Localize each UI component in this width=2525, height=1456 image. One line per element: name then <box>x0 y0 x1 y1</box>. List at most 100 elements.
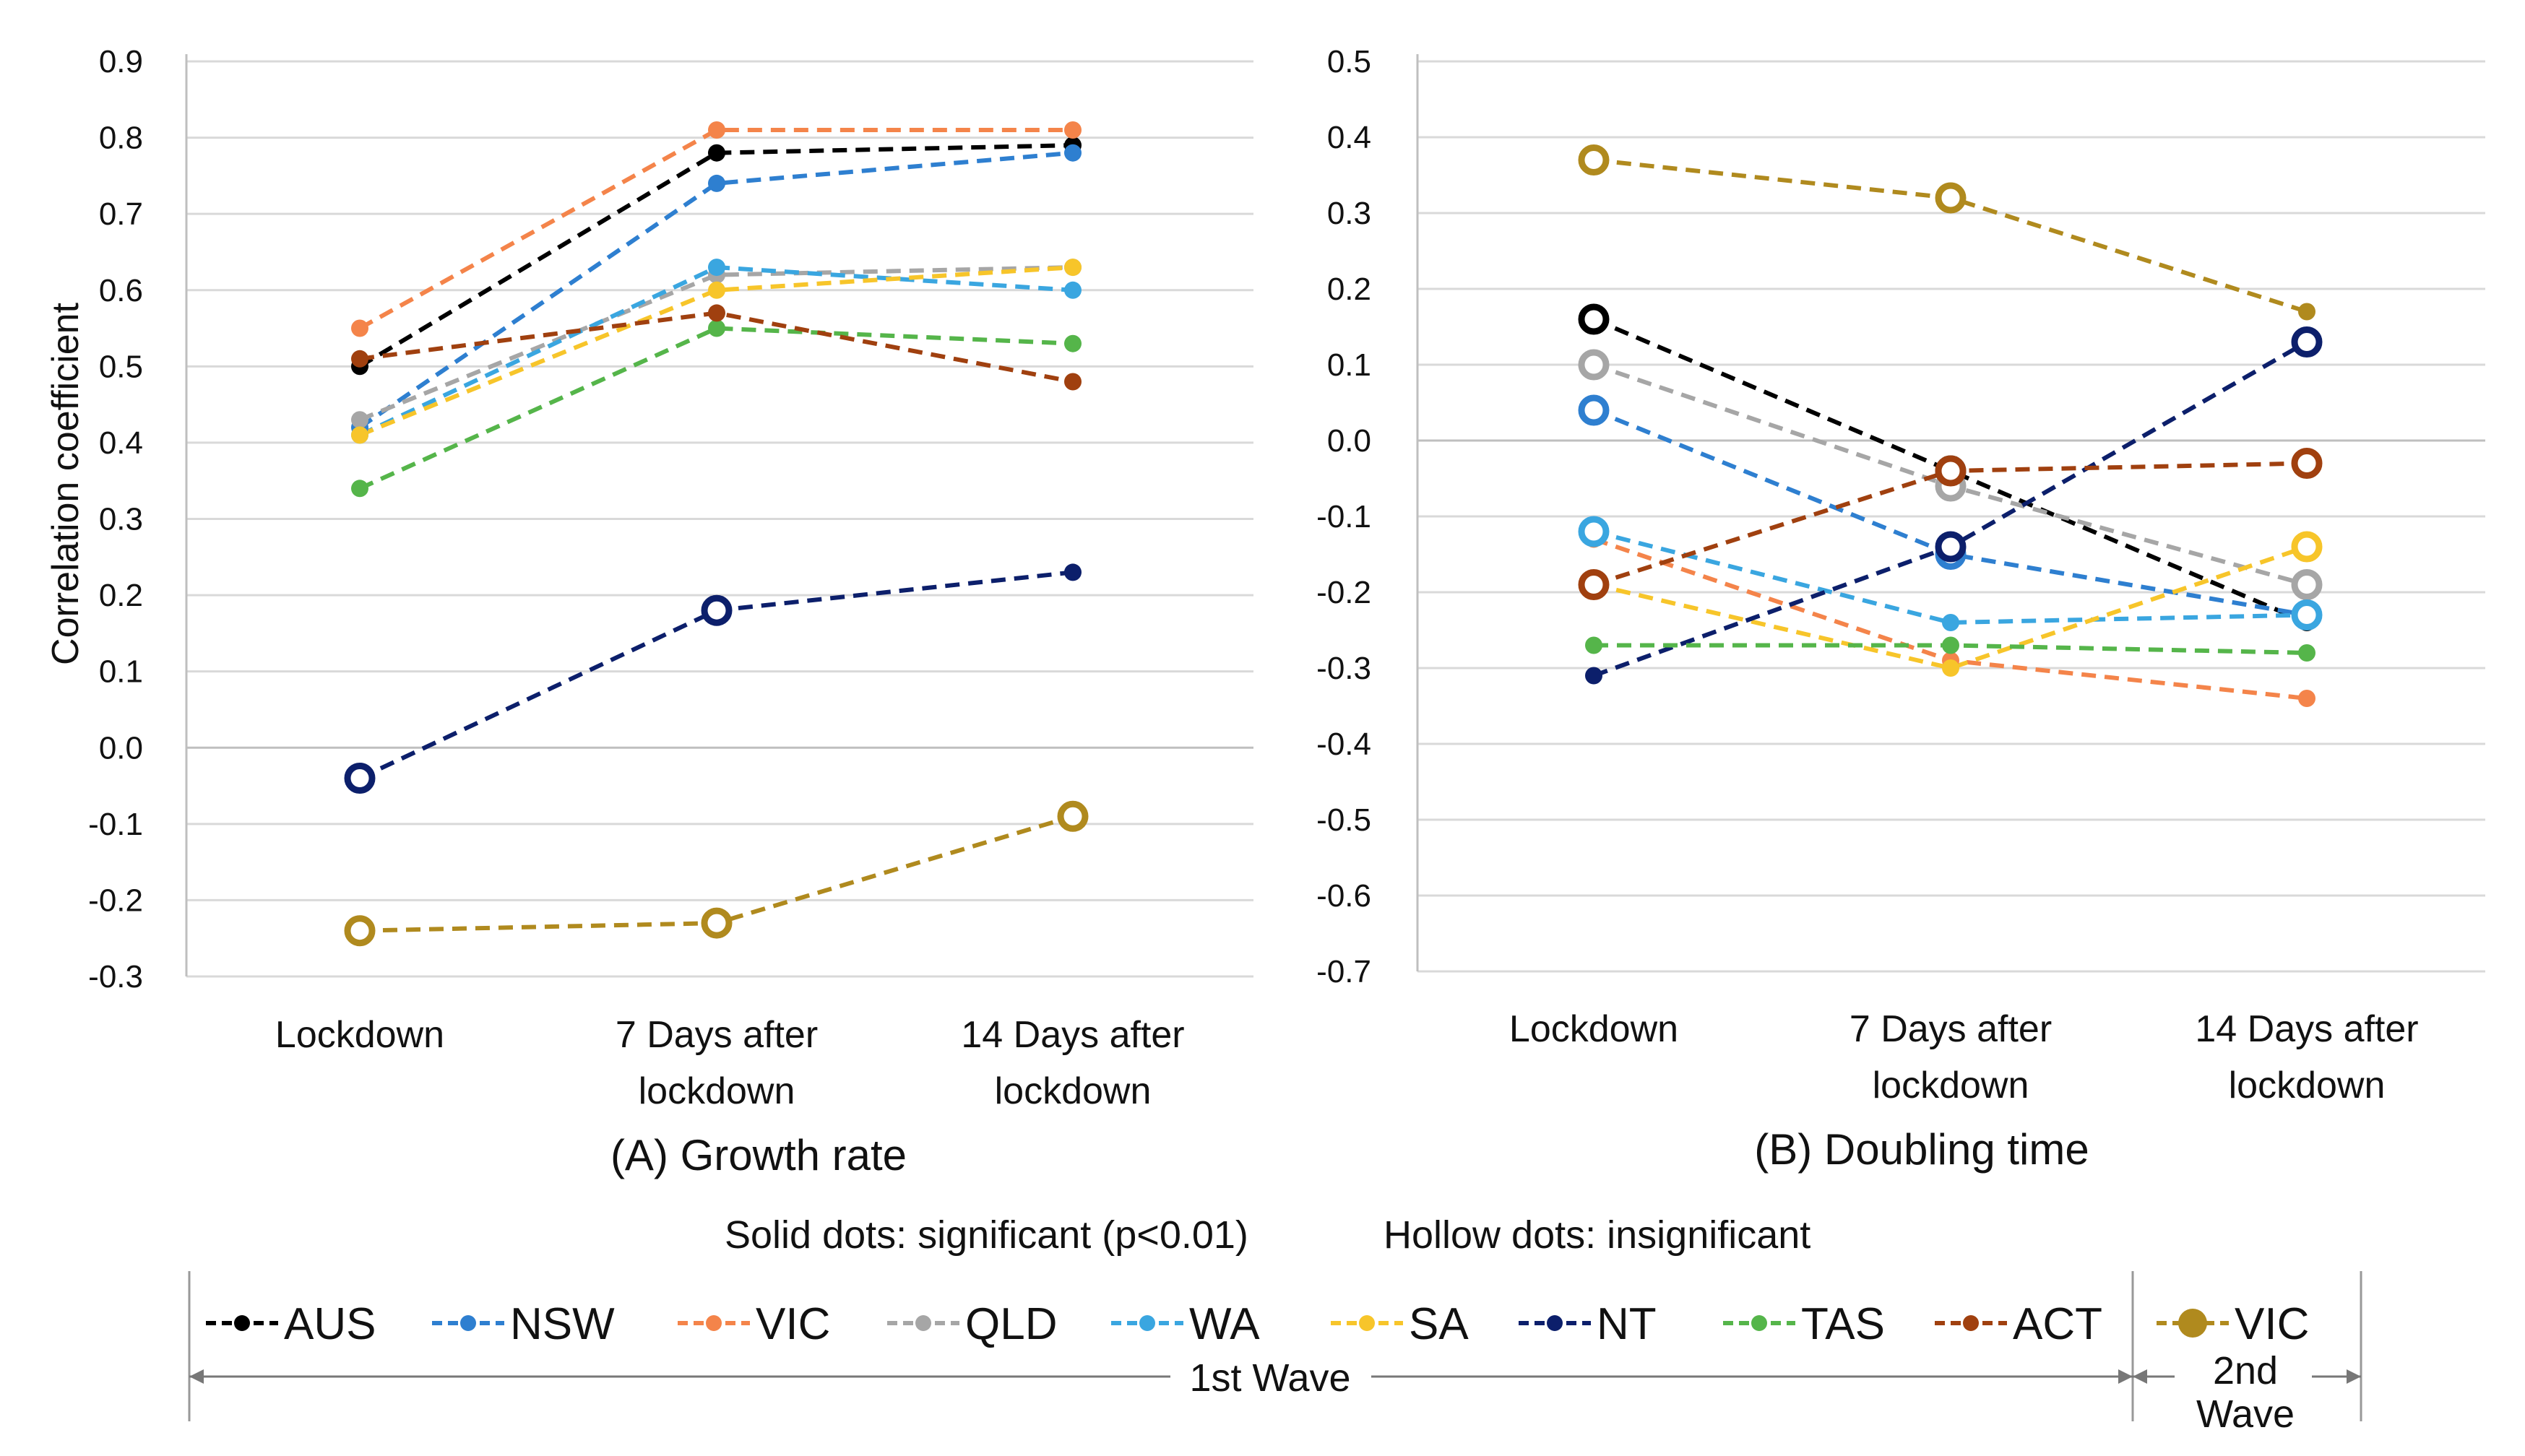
doubling-time-point-vic <box>2298 690 2315 707</box>
growth-rate-y-tick-label: 0.1 <box>99 654 143 690</box>
legend-label: NSW <box>510 1299 615 1349</box>
wave1-arrow-right <box>2118 1369 2133 1384</box>
growth-rate-axes <box>185 54 1253 976</box>
growth-rate-point-nt <box>701 594 733 626</box>
doubling-time-categories: Lockdown 7 Days after lockdown 14 Days afte… <box>1509 1008 2419 1106</box>
legend-label: WA <box>1189 1299 1260 1349</box>
doubling-time-x-category-label: lockdown <box>2229 1065 2386 1106</box>
doubling-time-y-tick-label: -0.1 <box>1316 499 1371 534</box>
growth-rate-point-act <box>708 304 725 322</box>
legend-label: ACT <box>2013 1299 2102 1349</box>
growth-rate-point-aus <box>708 144 725 162</box>
doubling-time-point-tas <box>2298 644 2315 662</box>
legend-marker-swatch <box>234 1315 250 1331</box>
growth-rate-y-tick-label: 0.0 <box>99 730 143 766</box>
doubling-time-y-tick-label: -0.6 <box>1316 878 1371 914</box>
doubling-time-y-tick-label: 0.1 <box>1327 347 1371 383</box>
doubling-time-y-tick-label: 0.4 <box>1327 120 1371 155</box>
doubling-time-series-line-nsw <box>1592 408 2308 618</box>
doubling-time-series-line-aus <box>1592 317 2308 625</box>
growth-rate-y-tick-label: 0.8 <box>99 121 143 156</box>
doubling-time-point-act <box>1935 455 1967 487</box>
wave1-arrow-left <box>189 1369 204 1384</box>
wave1-label: 1st Wave <box>1189 1356 1350 1400</box>
doubling-time-x-category-label: lockdown <box>1873 1065 2029 1106</box>
doubling-time-point-nt <box>1585 667 1602 685</box>
doubling-time-point-act <box>1578 569 1610 600</box>
significant-note: Solid dots: significant (p<0.01) <box>725 1213 1248 1257</box>
growth-rate-y-axis-label: Correlation coefficient <box>45 302 87 665</box>
growth-rate-point-qld <box>351 411 368 429</box>
legend-item-nt: NT <box>1519 1299 1657 1349</box>
growth-rate-point-tas <box>1064 334 1082 352</box>
legend-item-vic: VIC <box>2157 1299 2309 1349</box>
doubling-time-y-tick-label: -0.2 <box>1316 575 1371 610</box>
doubling-time-y-tick-label: -0.4 <box>1316 727 1371 762</box>
doubling-time-point-qld <box>1578 349 1610 381</box>
wave2-arrow-left <box>2133 1369 2147 1384</box>
doubling-time-points <box>1578 144 2323 707</box>
growth-rate-point-vic <box>701 907 733 939</box>
growth-rate-point-sa <box>708 281 725 299</box>
growth-rate-chart: 0.9 0.8 0.7 0.6 0.5 0.4 0.3 0.2 0.1 0.0 -0.1 -0.2 -0… <box>45 44 1253 1179</box>
legend-item-tas: TAS <box>1723 1299 1885 1349</box>
legend-marker-swatch <box>1139 1315 1155 1331</box>
growth-rate-point-tas <box>351 480 368 498</box>
growth-rate-point-vic <box>344 915 376 947</box>
doubling-time-y-tick-label: -0.5 <box>1316 802 1371 838</box>
growth-rate-x-category-label: lockdown <box>639 1070 795 1112</box>
legend-item-wa: WA <box>1111 1299 1260 1349</box>
legend-label: QLD <box>965 1299 1057 1349</box>
doubling-time-point-aus <box>1578 303 1610 335</box>
doubling-time-point-vic <box>1935 182 1967 214</box>
doubling-time-point-nt <box>1935 531 1967 563</box>
legend-marker-swatch <box>1547 1315 1563 1331</box>
doubling-time-y-tick-label: -0.7 <box>1316 954 1371 989</box>
growth-rate-point-sa <box>1064 259 1082 277</box>
growth-rate-series-line-sa <box>358 265 1074 438</box>
growth-rate-y-tick-label: 0.6 <box>99 273 143 308</box>
growth-rate-y-tick-label: 0.2 <box>99 578 143 613</box>
legend-marker-swatch <box>1359 1315 1375 1331</box>
doubling-time-axes <box>1416 54 2485 971</box>
legend-item-aus: AUS <box>206 1299 376 1349</box>
growth-rate-point-vic <box>1057 800 1089 832</box>
legend-marker-swatch <box>1751 1315 1767 1331</box>
doubling-time-point-sa <box>1942 659 1959 677</box>
doubling-time-x-category-label: Lockdown <box>1509 1008 1678 1050</box>
growth-rate-y-tick-label: 0.3 <box>99 502 143 537</box>
insignificant-note: Hollow dots: insignificant <box>1384 1213 1810 1257</box>
doubling-time-point-act <box>2291 448 2323 479</box>
doubling-time-title: (B) Doubling time <box>1754 1125 2089 1174</box>
doubling-time-point-wa <box>1942 614 1959 631</box>
growth-rate-y-tick-label: 0.9 <box>99 44 143 79</box>
doubling-time-point-nsw <box>1578 394 1610 426</box>
growth-rate-y-ticks: 0.9 0.8 0.7 0.6 0.5 0.4 0.3 0.2 0.1 0.0 -0.1 -0.2 -0… <box>88 44 143 994</box>
legend-marker-swatch <box>915 1315 931 1331</box>
legend-marker-swatch <box>460 1315 476 1331</box>
growth-rate-categories: Lockdown 7 Days after lockdown 14 Days afte… <box>275 1014 1185 1112</box>
legend: AUS NSW VIC QLD WA SA NT TAS ACT VIC 1st Wave 2nd… <box>188 1271 2362 1436</box>
doubling-time-y-tick-label: 0.0 <box>1327 423 1371 459</box>
legend-item-sa: SA <box>1331 1299 1469 1349</box>
growth-rate-y-tick-label: -0.3 <box>88 959 143 994</box>
growth-rate-point-sa <box>351 426 368 444</box>
doubling-time-y-tick-label: -0.3 <box>1316 651 1371 686</box>
growth-rate-y-tick-label: 0.4 <box>99 425 143 461</box>
growth-rate-x-category-label: 14 Days after <box>961 1014 1184 1056</box>
doubling-time-point-vic <box>2298 303 2315 321</box>
doubling-time-x-category-label: 14 Days after <box>2195 1008 2418 1050</box>
legend-marker-swatch <box>1963 1315 1979 1331</box>
legend-marker-swatch <box>706 1315 722 1331</box>
growth-rate-x-category-label: lockdown <box>995 1070 1152 1112</box>
growth-rate-point-nsw <box>1064 144 1082 162</box>
growth-rate-points <box>344 121 1089 947</box>
doubling-time-y-tick-label: 0.2 <box>1327 272 1371 307</box>
doubling-time-point-nt <box>2291 326 2323 358</box>
growth-rate-point-vic <box>708 121 725 139</box>
doubling-time-point-wa <box>1578 516 1610 547</box>
growth-rate-point-nt <box>344 763 376 794</box>
legend-item-act: ACT <box>1935 1299 2102 1349</box>
